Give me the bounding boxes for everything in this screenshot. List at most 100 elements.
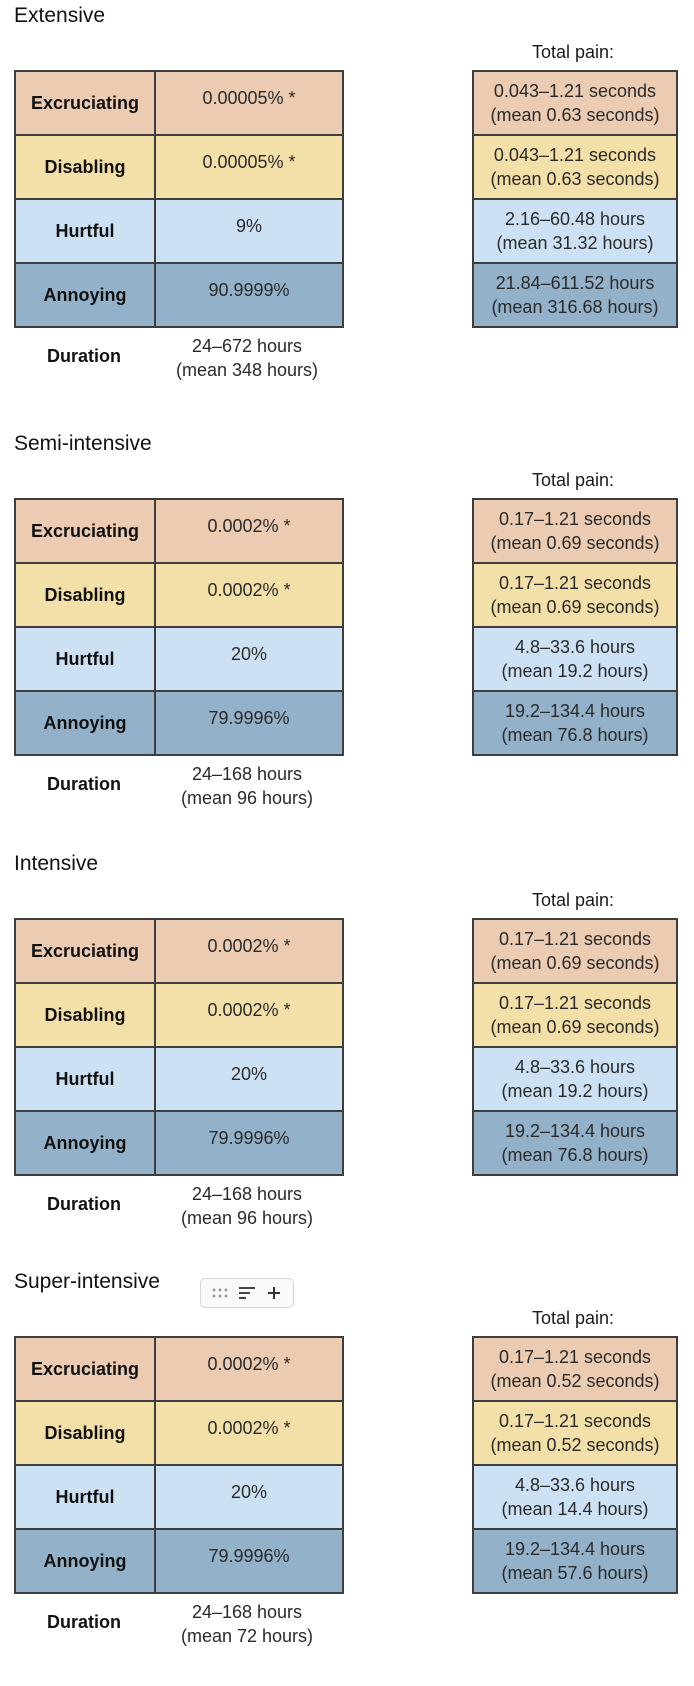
- duration-range: 24–672 hours: [191, 336, 303, 356]
- table-row: Hurtful 9%: [16, 198, 342, 262]
- total-pain-cell: 4.8–33.6 hours (mean 14.4 hours): [474, 1464, 676, 1528]
- duration-value: 24–672 hours (mean 348 hours): [154, 334, 340, 382]
- intensity-table: Excruciating 0.00005% * Disabling 0.0000…: [14, 70, 344, 328]
- total-pain-cell: 19.2–134.4 hours (mean 76.8 hours): [474, 1110, 676, 1174]
- section-semi-intensive: Semi-intensive Excruciating 0.0002% * Di…: [0, 428, 694, 848]
- duration-range: 24–168 hours: [191, 1602, 303, 1622]
- total-pain-table: 0.17–1.21 seconds (mean 0.69 seconds) 0.…: [472, 918, 678, 1176]
- row-label: Annoying: [16, 692, 156, 754]
- total-pain-mean: (mean 0.69 seconds): [490, 1017, 660, 1037]
- row-label: Disabling: [16, 984, 156, 1046]
- row-label: Excruciating: [16, 920, 156, 982]
- total-pain-range: 4.8–33.6 hours: [514, 1475, 636, 1495]
- row-label: Hurtful: [16, 1048, 156, 1110]
- table-row: Hurtful 20%: [16, 626, 342, 690]
- table-row: Disabling 0.0002% *: [16, 1400, 342, 1464]
- table-row: Disabling 0.0002% *: [16, 982, 342, 1046]
- plus-icon[interactable]: [263, 1282, 285, 1304]
- block-toolbar: [200, 1278, 294, 1308]
- total-pain-title: Total pain:: [531, 890, 615, 910]
- total-pain-range: 0.17–1.21 seconds: [498, 1347, 652, 1367]
- row-label: Annoying: [16, 1530, 156, 1592]
- total-pain-range: 0.043–1.21 seconds: [493, 145, 657, 165]
- total-pain-range: 2.16–60.48 hours: [504, 209, 646, 229]
- table-row: Annoying 79.9996%: [16, 690, 342, 754]
- duration-label: Duration: [47, 1194, 121, 1214]
- section-title: Super-intensive: [14, 1270, 160, 1293]
- section-super-intensive: Super-intensive Excruciating 0.0002% * D…: [0, 1266, 694, 1686]
- total-pain-cell: 4.8–33.6 hours (mean 19.2 hours): [474, 1046, 676, 1110]
- total-pain-title: Total pain:: [531, 42, 615, 62]
- table-row: Disabling 0.00005% *: [16, 134, 342, 198]
- total-pain-mean: (mean 14.4 hours): [501, 1499, 649, 1519]
- duration-mean: (mean 348 hours): [175, 360, 319, 380]
- duration-range: 24–168 hours: [191, 764, 303, 784]
- table-row: Excruciating 0.0002% *: [16, 920, 342, 982]
- total-pain-range: 21.84–611.52 hours: [495, 273, 655, 293]
- total-pain-mean: (mean 57.6 hours): [501, 1563, 649, 1583]
- total-pain-cell: 0.17–1.21 seconds (mean 0.69 seconds): [474, 920, 676, 982]
- total-pain-mean: (mean 76.8 hours): [501, 725, 649, 745]
- table-row: Excruciating 0.00005% *: [16, 72, 342, 134]
- total-pain-cell: 2.16–60.48 hours (mean 31.32 hours): [474, 198, 676, 262]
- total-pain-table: 0.17–1.21 seconds (mean 0.52 seconds) 0.…: [472, 1336, 678, 1594]
- table-row: Disabling 0.0002% *: [16, 562, 342, 626]
- total-pain-range: 19.2–134.4 hours: [504, 701, 646, 721]
- total-pain-range: 0.17–1.21 seconds: [498, 1411, 652, 1431]
- table-row: Annoying 90.9999%: [16, 262, 342, 326]
- row-label: Annoying: [16, 264, 156, 326]
- duration-value: 24–168 hours (mean 96 hours): [154, 1182, 340, 1230]
- section-title: Semi-intensive: [14, 432, 152, 455]
- total-pain-cell: 4.8–33.6 hours (mean 19.2 hours): [474, 626, 676, 690]
- intensity-table: Excruciating 0.0002% * Disabling 0.0002%…: [14, 498, 344, 756]
- total-pain-range: 19.2–134.4 hours: [504, 1539, 646, 1559]
- table-row: Annoying 79.9996%: [16, 1110, 342, 1174]
- duration-label: Duration: [47, 346, 121, 366]
- total-pain-cell: 0.043–1.21 seconds (mean 0.63 seconds): [474, 134, 676, 198]
- row-label: Hurtful: [16, 200, 156, 262]
- total-pain-cell: 19.2–134.4 hours (mean 76.8 hours): [474, 690, 676, 754]
- total-pain-mean: (mean 0.63 seconds): [490, 105, 660, 125]
- row-value: 20%: [230, 643, 268, 664]
- row-value: 79.9996%: [208, 1545, 290, 1566]
- duration-value: 24–168 hours (mean 72 hours): [154, 1600, 340, 1648]
- table-row: Hurtful 20%: [16, 1464, 342, 1528]
- drag-handle-icon[interactable]: [209, 1282, 231, 1304]
- total-pain-cell: 0.17–1.21 seconds (mean 0.69 seconds): [474, 500, 676, 562]
- row-label: Disabling: [16, 136, 156, 198]
- duration-mean: (mean 96 hours): [180, 788, 314, 808]
- section-extensive: Extensive Excruciating 0.00005% * Disabl…: [0, 0, 694, 420]
- row-label: Hurtful: [16, 1466, 156, 1528]
- total-pain-cell: 0.17–1.21 seconds (mean 0.52 seconds): [474, 1400, 676, 1464]
- total-pain-range: 0.17–1.21 seconds: [498, 509, 652, 529]
- total-pain-mean: (mean 0.63 seconds): [490, 169, 660, 189]
- total-pain-cell: 0.043–1.21 seconds (mean 0.63 seconds): [474, 72, 676, 134]
- row-value: 0.00005% *: [202, 87, 296, 108]
- section-title: Intensive: [14, 852, 99, 875]
- table-row: Annoying 79.9996%: [16, 1528, 342, 1592]
- row-label: Excruciating: [16, 72, 156, 134]
- total-pain-title: Total pain:: [531, 1308, 615, 1328]
- duration-mean: (mean 72 hours): [180, 1626, 314, 1646]
- row-value: 0.0002% *: [207, 515, 291, 536]
- total-pain-range: 0.17–1.21 seconds: [498, 993, 652, 1013]
- duration-range: 24–168 hours: [191, 1184, 303, 1204]
- row-value: 20%: [230, 1063, 268, 1084]
- row-label: Excruciating: [16, 1338, 156, 1400]
- total-pain-range: 4.8–33.6 hours: [514, 1057, 636, 1077]
- row-value: 0.0002% *: [207, 579, 291, 600]
- row-label: Annoying: [16, 1112, 156, 1174]
- align-left-icon[interactable]: [236, 1282, 258, 1304]
- row-value: 79.9996%: [208, 1127, 290, 1148]
- row-value: 0.0002% *: [207, 1353, 291, 1374]
- total-pain-cell: 21.84–611.52 hours (mean 316.68 hours): [474, 262, 676, 326]
- row-value: 79.9996%: [208, 707, 290, 728]
- row-value: 9%: [235, 215, 262, 236]
- total-pain-range: 0.17–1.21 seconds: [498, 573, 652, 593]
- table-row: Excruciating 0.0002% *: [16, 1338, 342, 1400]
- total-pain-mean: (mean 0.69 seconds): [490, 533, 660, 553]
- row-value: 90.9999%: [208, 279, 290, 300]
- total-pain-table: 0.043–1.21 seconds (mean 0.63 seconds) 0…: [472, 70, 678, 328]
- total-pain-mean: (mean 0.52 seconds): [490, 1435, 660, 1455]
- total-pain-mean: (mean 0.69 seconds): [490, 953, 660, 973]
